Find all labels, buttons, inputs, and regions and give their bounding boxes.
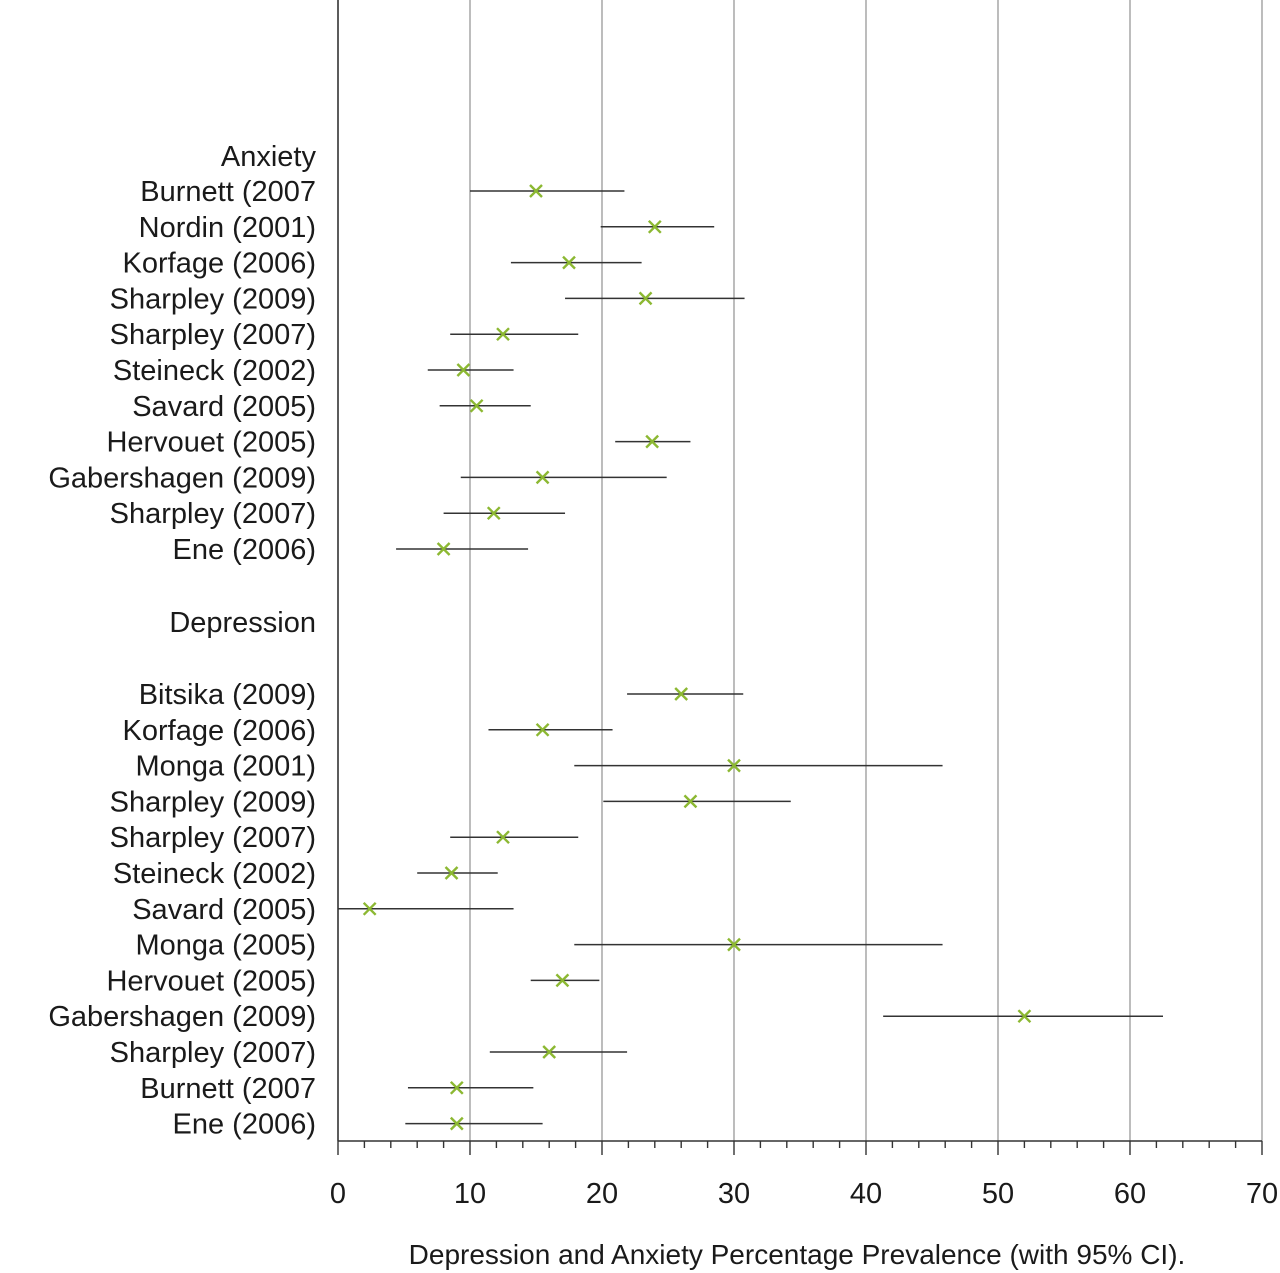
estimate-marker xyxy=(436,542,451,556)
x-axis-title: Depression and Anxiety Percentage Preval… xyxy=(409,1239,1186,1270)
estimate-marker xyxy=(444,866,459,880)
x-tick-label: 30 xyxy=(718,1178,750,1210)
study-label: Sharpley (2007) xyxy=(110,822,316,854)
estimate-marker-stroke xyxy=(674,687,689,701)
study-label: Savard (2005) xyxy=(132,894,316,926)
estimate-marker xyxy=(486,506,501,521)
estimate-marker xyxy=(647,219,662,234)
estimate-marker-stroke xyxy=(362,901,377,916)
estimate-marker xyxy=(469,398,484,413)
estimate-marker-stroke xyxy=(645,434,660,449)
study-label: Bitsika (2009) xyxy=(139,679,316,711)
estimate-marker-stroke xyxy=(496,830,510,845)
estimate-marker-stroke xyxy=(555,973,570,988)
study-label: Nordin (2001) xyxy=(139,212,316,244)
study-label: Monga (2001) xyxy=(135,751,316,783)
estimate-marker-stroke xyxy=(727,758,741,773)
study-label: Burnett (2007 xyxy=(140,1073,316,1105)
estimate-marker xyxy=(727,937,741,952)
section-label: Depression xyxy=(169,607,316,639)
study-label: Steineck (2002) xyxy=(113,355,316,387)
section-label: Anxiety xyxy=(221,141,317,173)
study-label: Korfage (2006) xyxy=(123,248,316,280)
estimate-marker xyxy=(542,1045,557,1059)
estimate-marker-stroke xyxy=(562,255,576,270)
study-label: Sharpley (2009) xyxy=(110,786,316,818)
estimate-marker-stroke xyxy=(469,398,484,413)
estimate-marker xyxy=(449,1080,464,1095)
estimate-marker xyxy=(1017,1009,1032,1024)
estimate-marker xyxy=(535,722,550,737)
estimate-marker xyxy=(535,470,550,485)
estimate-marker-stroke xyxy=(449,1116,464,1131)
estimate-marker xyxy=(683,794,698,809)
estimate-marker xyxy=(645,434,660,449)
study-label: Korfage (2006) xyxy=(123,715,316,747)
estimate-marker xyxy=(529,184,543,198)
estimate-marker xyxy=(496,327,510,342)
estimate-marker-stroke xyxy=(496,327,510,342)
estimate-marker-stroke xyxy=(683,794,698,809)
x-tick-label: 60 xyxy=(1114,1178,1146,1210)
study-label: Hervouet (2005) xyxy=(106,965,316,997)
study-label: Sharpley (2009) xyxy=(110,283,316,315)
estimate-marker xyxy=(362,901,377,916)
x-tick-label: 20 xyxy=(586,1178,618,1210)
estimate-marker-stroke xyxy=(542,1045,557,1059)
x-tick-label: 40 xyxy=(850,1178,882,1210)
estimate-marker xyxy=(727,758,741,773)
x-tick-label: 0 xyxy=(330,1178,346,1210)
estimate-marker xyxy=(638,291,653,306)
estimate-marker-stroke xyxy=(727,937,741,952)
study-label: Ene (2006) xyxy=(173,534,317,566)
x-tick-label: 70 xyxy=(1246,1178,1278,1210)
x-tick-label: 10 xyxy=(454,1178,486,1210)
x-axis: 0 10 20 30 40 50 60 70 xyxy=(330,0,1278,1210)
study-label: Burnett (2007 xyxy=(140,176,316,208)
estimate-marker xyxy=(555,973,570,988)
study-label: Steineck (2002) xyxy=(113,858,316,890)
estimate-marker-stroke xyxy=(1017,1009,1032,1024)
estimate-marker xyxy=(449,1116,464,1131)
study-label: Sharpley (2007) xyxy=(110,1037,316,1069)
gridlines xyxy=(469,0,1263,1141)
estimate-marker xyxy=(562,255,576,270)
estimate-marker xyxy=(496,830,510,845)
estimate-marker-stroke xyxy=(535,470,550,485)
study-label: Hervouet (2005) xyxy=(106,427,316,459)
estimate-marker-stroke xyxy=(444,866,459,880)
estimate-marker-stroke xyxy=(535,722,550,737)
estimate-marker-stroke xyxy=(529,184,543,198)
study-label: Savard (2005) xyxy=(132,391,316,423)
study-label: Sharpley (2007) xyxy=(110,319,316,351)
study-label: Gabershagen (2009) xyxy=(48,1001,316,1033)
estimate-marker-stroke xyxy=(456,363,471,377)
estimate-marker-stroke xyxy=(436,542,451,556)
study-label: Ene (2006) xyxy=(173,1109,317,1141)
estimate-marker-stroke xyxy=(647,219,662,234)
estimate-marker-stroke xyxy=(449,1080,464,1095)
study-label: Monga (2005) xyxy=(135,930,316,962)
estimate-marker-stroke xyxy=(486,506,501,521)
study-label: Sharpley (2007) xyxy=(110,498,316,530)
study-label: Gabershagen (2009) xyxy=(48,462,316,494)
estimate-marker xyxy=(456,363,471,377)
x-tick-label: 50 xyxy=(982,1178,1014,1210)
estimate-marker-stroke xyxy=(638,291,653,306)
estimate-marker xyxy=(674,687,689,701)
